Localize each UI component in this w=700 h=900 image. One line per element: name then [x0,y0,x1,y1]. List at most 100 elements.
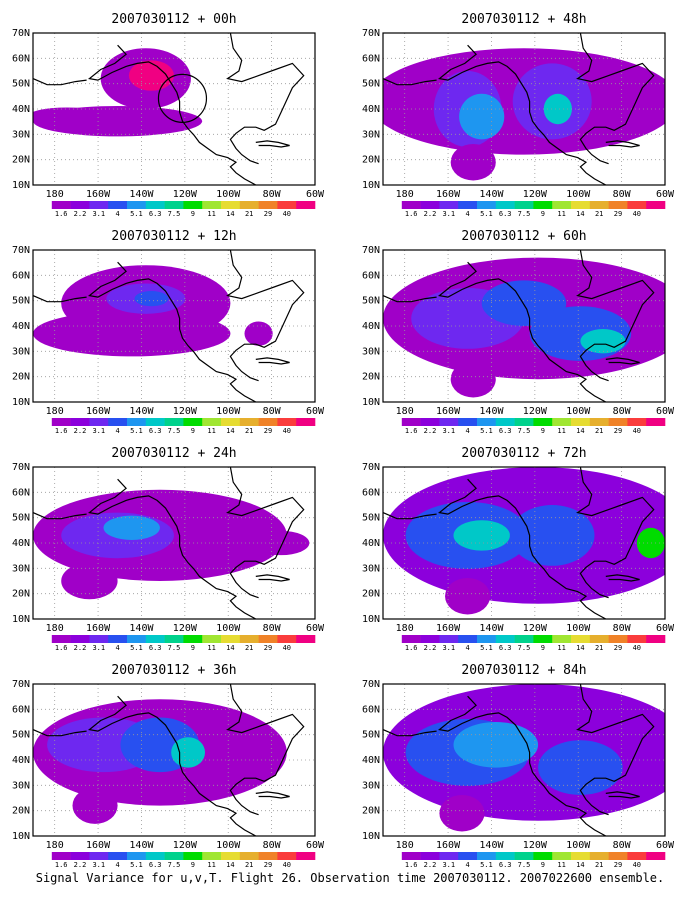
colorbar-swatch [477,201,497,209]
colorbar-label: 40 [633,427,641,435]
colorbar-swatch [627,418,647,426]
colorbar-label: 6.3 [149,210,162,218]
map-panel: 2007030112 + 84h 70N 60N 50N 40N 30N 20N 10N 180… [362,663,675,869]
lat-tick-label: 60N [362,270,380,281]
colorbar-swatch [383,418,403,426]
colorbar-label: 1.6 [405,427,418,435]
colorbar-swatch [239,635,259,643]
panel-title: 2007030112 + 60h [461,229,586,244]
colorbar-label: 5.1 [480,644,493,652]
colorbar-swatch [277,201,297,209]
colorbar-swatch [145,201,165,209]
colorbar-swatch [589,201,609,209]
colorbar-label: 4 [465,210,469,218]
colorbar-label: 9 [191,427,195,435]
colorbar-label: 3.1 [92,427,105,435]
colorbar-label: 40 [283,861,291,869]
colorbar-swatch [296,418,316,426]
colorbar-swatch [571,852,591,860]
lon-tick-label: 60W [656,189,675,200]
colorbar-swatch [164,635,184,643]
colorbar-swatch [239,201,259,209]
colorbar-swatch [89,418,109,426]
lon-tick-label: 80W [263,623,282,634]
colorbar-swatch [552,418,572,426]
colorbar-swatch [183,201,203,209]
colorbar-label: 29 [614,861,622,869]
colorbar-swatch [221,635,241,643]
colorbar-label: 14 [576,427,584,435]
variance-field [33,265,273,357]
colorbar-label: 40 [283,427,291,435]
lon-tick-label: 180 [396,840,414,851]
lat-tick-label: 60N [362,704,380,715]
lon-tick-label: 140W [479,189,504,200]
lon-tick-label: 80W [613,623,632,634]
colorbar-label: 40 [633,644,641,652]
variance-contour [33,310,231,357]
colorbar-swatch [296,635,316,643]
colorbar-label: 11 [557,861,565,869]
colorbar-swatch [296,201,316,209]
colorbar-swatch [70,852,90,860]
colorbar-swatch [495,852,515,860]
coastline-east [576,684,655,816]
colorbar-swatch [552,852,572,860]
map-frame [382,32,666,186]
lon-tick-label: 160W [436,189,461,200]
colorbar-label: 21 [245,644,253,652]
map-frame [32,683,316,837]
variance-contour [439,794,485,832]
colorbar-swatch [646,852,666,860]
colorbar-swatch [401,418,421,426]
colorbar: 1.6 2.2 3.1 4 5.1 6.3 7.5 9 11 14 21 29 40 [33,418,316,435]
colorbar-label: 2.2 [424,861,437,869]
map-panel: 2007030112 + 12h 70N 60N 50N 40N 30N 20N 10N 180… [12,229,325,435]
coastline-caribbean [255,140,290,148]
colorbar-swatch [89,635,109,643]
variance-contour [636,527,665,559]
colorbar-label: 1.6 [55,427,68,435]
colorbar-swatch [552,635,572,643]
colorbar-swatch [202,201,222,209]
variance-field [33,489,310,600]
lat-tick-label: 30N [362,346,380,357]
lat-tick-label: 20N [12,806,30,817]
variance-field [383,684,665,832]
lon-tick-label: 60W [656,840,675,851]
variance-contour [538,740,623,795]
colorbar-label: 9 [191,861,195,869]
colorbar-label: 5.1 [130,644,143,652]
lon-tick-label: 160W [436,406,461,417]
lon-tick-label: 100W [216,406,241,417]
colorbar-swatch [202,635,222,643]
lat-tick-label: 60N [12,487,30,498]
variance-contour [33,107,107,126]
colorbar-swatch [258,418,278,426]
lon-tick-label: 160W [436,623,461,634]
colorbar-label: 21 [595,861,603,869]
lat-tick-label: 60N [12,53,30,64]
colorbar-label: 4 [465,861,469,869]
lon-tick-label: 120W [523,840,548,851]
lat-tick-label: 10N [362,180,380,191]
colorbar-swatch [608,852,628,860]
coastline-west [437,478,607,619]
colorbar-label: 11 [207,427,215,435]
lat-tick-label: 50N [362,79,380,90]
lat-tick-label: 50N [12,730,30,741]
colorbar-swatch [89,201,109,209]
colorbar-swatch [183,418,203,426]
variance-contour [509,505,595,566]
lat-tick-label: 10N [12,831,30,842]
map-panel: 2007030112 + 72h 70N 60N 50N 40N 30N 20N 10N 180… [362,446,675,652]
lat-tick-label: 20N [362,372,380,383]
map-panel: 2007030112 + 24h 70N 60N 50N 40N 30N 20N 10N 180… [12,446,325,652]
variance-contour [445,577,491,615]
variance-contour [450,143,496,181]
colorbar-swatch [145,635,165,643]
colorbar-swatch [608,418,628,426]
colorbar-label: 9 [541,210,545,218]
lat-tick-label: 50N [362,296,380,307]
coastline-aleutians [383,729,437,737]
